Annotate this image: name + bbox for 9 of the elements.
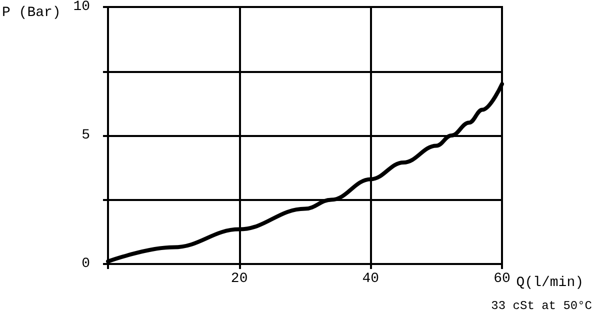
text: 33 cSt at 50°C <box>491 299 592 313</box>
y-tick-label: 5 <box>82 128 90 144</box>
x-tick-label: 60 <box>494 271 510 287</box>
y-tick-label: 0 <box>82 256 90 272</box>
y-tick-label: 10 <box>73 0 90 15</box>
x-tick-label: 40 <box>362 271 380 287</box>
x-axis-title: Q(l/min) <box>516 275 584 291</box>
y-axis-title: P (Bar) <box>2 5 61 21</box>
x-tick-label: 20 <box>230 271 248 287</box>
